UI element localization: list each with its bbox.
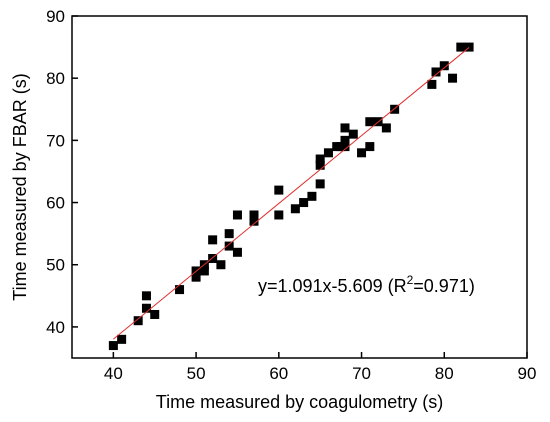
data-point [141,303,151,313]
x-axis-title: Time measured by coagulometry (s) [156,392,443,412]
data-point [208,254,218,264]
data-point [315,160,325,170]
data-point [232,247,242,257]
data-point [208,235,218,245]
data-point [290,204,300,214]
data-point [448,73,458,83]
data-point [249,216,259,226]
data-point [323,148,333,158]
r-squared-value: =0.971) [413,276,475,296]
data-point [464,42,474,52]
data-point [216,260,226,270]
data-point [456,42,466,52]
data-point [365,142,375,152]
y-tick-label: 40 [46,318,65,337]
data-point [232,210,242,220]
data-point [439,61,449,71]
data-point [224,229,234,239]
x-tick-label: 40 [104,364,123,383]
y-tick-label: 80 [46,69,65,88]
y-tick-label: 60 [46,194,65,213]
x-tick-label: 90 [518,364,537,383]
data-point [340,142,350,152]
axis-ticks [72,15,528,358]
data-point [431,67,441,77]
data-point [299,198,309,208]
r-squared-superscript: 2 [407,273,414,287]
data-point [141,291,151,301]
data-point [224,241,234,251]
data-point [274,185,284,195]
data-point [381,123,391,133]
y-axis-title: Time measured by FBAR (s) [10,73,30,300]
data-point [307,191,317,201]
x-tick-label: 50 [187,364,206,383]
y-tick-label: 90 [46,7,65,26]
data-point [274,210,284,220]
x-tick-label: 80 [435,364,454,383]
data-point [191,272,201,282]
data-point [315,179,325,189]
data-point [150,309,160,319]
fit-equation-annotation: y=1.091x-5.609 (R2=0.971) [258,273,475,296]
data-point [133,316,143,326]
data-point [427,79,437,89]
fit-line [113,47,470,340]
data-point [117,334,127,344]
data-point [340,123,350,133]
data-point [199,266,209,276]
data-point [390,104,400,114]
data-point [340,135,350,145]
y-tick-label: 50 [46,256,65,275]
data-point [175,285,185,295]
y-tick-label: 70 [46,131,65,150]
data-point [108,341,118,351]
plot-frame [71,15,528,359]
tick-labels: 40 50 60 70 80 90 40 50 60 70 80 90 [46,7,536,383]
data-point [315,154,325,164]
data-point [365,117,375,127]
data-point [249,210,259,220]
x-tick-label: 60 [269,364,288,383]
data-point [357,148,367,158]
data-point [348,129,358,139]
fit-equation: y=1.091x-5.609 (R [258,276,407,296]
x-tick-label: 70 [352,364,371,383]
